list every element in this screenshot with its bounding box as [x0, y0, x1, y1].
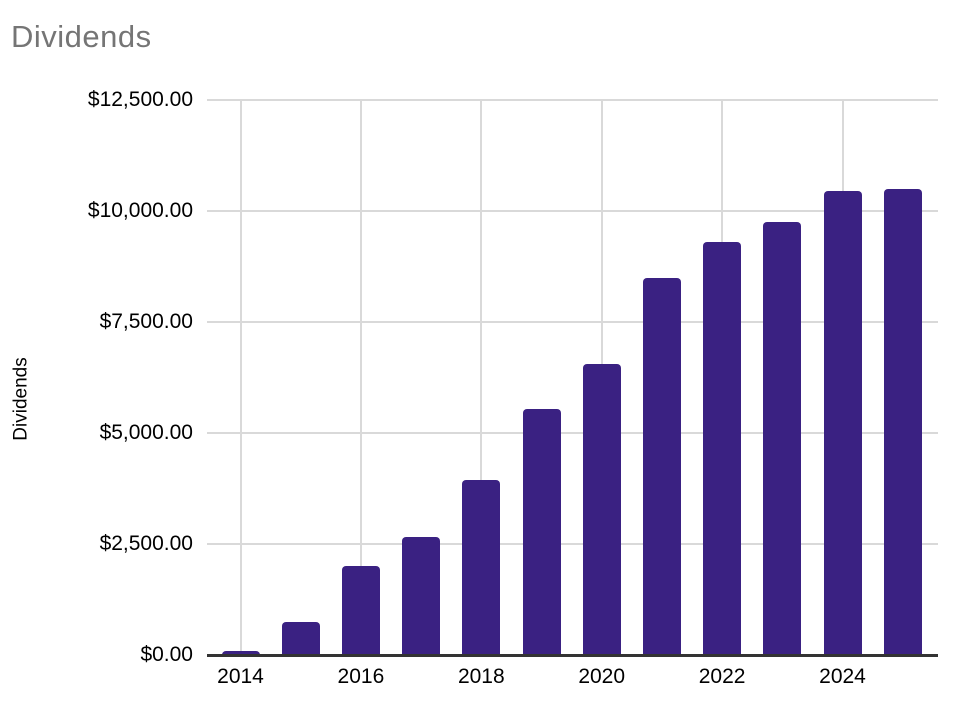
bar-2016 — [341, 566, 380, 655]
bar-2018 — [462, 479, 501, 655]
horizontal-gridline — [207, 99, 938, 101]
horizontal-gridline — [207, 543, 938, 545]
bar-2015 — [281, 621, 320, 655]
x-axis-line — [207, 654, 938, 657]
bar-2020 — [582, 364, 621, 655]
plot-area — [207, 99, 938, 657]
bar-2017 — [402, 537, 441, 655]
y-tick-label: $10,000.00 — [87, 199, 193, 222]
x-tick-label: 2018 — [457, 665, 505, 688]
y-tick-label: $2,500.00 — [99, 532, 193, 555]
bar-2025 — [883, 188, 922, 655]
horizontal-gridline — [207, 321, 938, 323]
vertical-gridline — [480, 100, 483, 655]
y-tick-label: $0.00 — [140, 643, 193, 666]
x-tick-label: 2022 — [698, 665, 746, 688]
x-tick-label: 2016 — [337, 665, 385, 688]
x-tick-label: 2020 — [578, 665, 626, 688]
bar-2024 — [823, 191, 862, 655]
horizontal-gridline — [207, 210, 938, 212]
horizontal-gridline — [207, 432, 938, 434]
y-tick-label: $7,500.00 — [99, 310, 193, 333]
bar-2023 — [763, 222, 802, 655]
vertical-gridline — [239, 100, 242, 655]
x-tick-label: 2024 — [819, 665, 866, 688]
y-tick-label: $12,500.00 — [87, 88, 193, 111]
bar-2019 — [522, 408, 561, 655]
bar-2022 — [703, 242, 742, 655]
y-tick-label: $5,000.00 — [99, 421, 193, 444]
chart-title: Dividends — [11, 19, 152, 54]
bar-2021 — [642, 277, 681, 655]
x-tick-label: 2014 — [217, 665, 264, 688]
bar-2014 — [221, 650, 260, 655]
vertical-gridline — [359, 100, 362, 655]
